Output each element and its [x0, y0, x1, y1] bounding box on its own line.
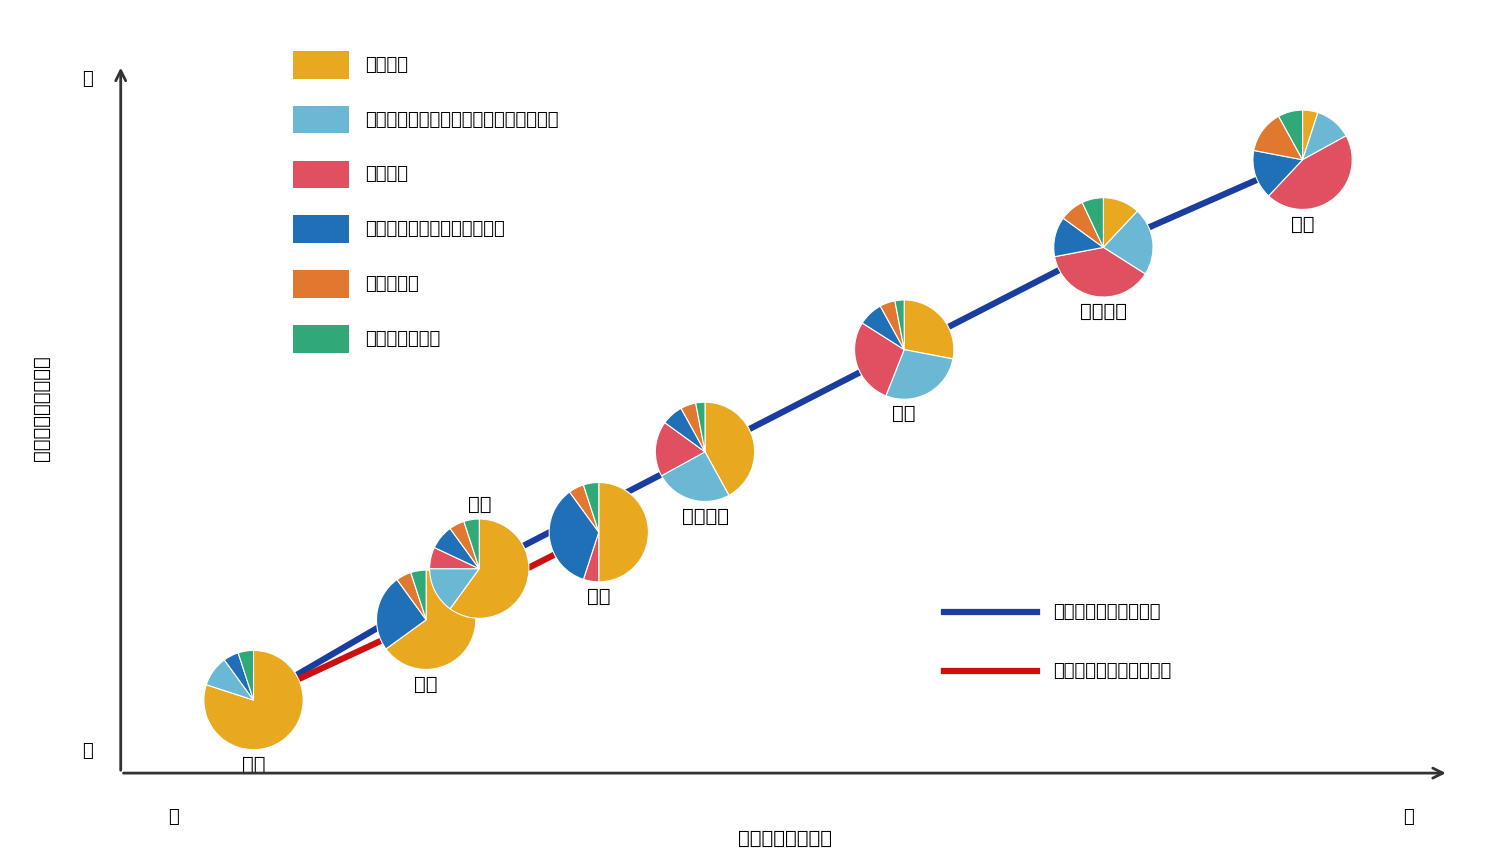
Wedge shape: [1103, 198, 1138, 247]
Wedge shape: [450, 519, 530, 618]
Text: 高: 高: [1403, 808, 1414, 825]
Wedge shape: [655, 423, 705, 476]
FancyBboxPatch shape: [293, 106, 349, 133]
FancyBboxPatch shape: [293, 325, 349, 352]
Text: 低: 低: [169, 808, 180, 825]
Wedge shape: [665, 408, 705, 452]
Wedge shape: [1252, 150, 1302, 196]
Wedge shape: [1103, 211, 1153, 274]
Text: 積極: 積極: [1290, 215, 1314, 234]
Text: やや積極: やや積極: [1080, 302, 1127, 321]
Wedge shape: [862, 306, 904, 350]
FancyBboxPatch shape: [293, 161, 349, 188]
Text: マスター・プログラム: マスター・プログラム: [1053, 604, 1160, 621]
Wedge shape: [1254, 116, 1302, 160]
Text: 国内株式: 国内株式: [365, 56, 407, 74]
Text: 積極: 積極: [587, 587, 611, 606]
Text: 期待されるリターン: 期待されるリターン: [32, 355, 50, 461]
Wedge shape: [854, 323, 904, 396]
Wedge shape: [696, 402, 705, 452]
Wedge shape: [584, 483, 599, 532]
Text: 想定されるリスク: 想定されるリスク: [738, 829, 831, 849]
Wedge shape: [895, 300, 904, 350]
Wedge shape: [1278, 110, 1302, 160]
Wedge shape: [584, 532, 599, 582]
Wedge shape: [880, 301, 904, 350]
Text: 世界リート: 世界リート: [365, 275, 420, 293]
Wedge shape: [430, 547, 480, 569]
Wedge shape: [397, 573, 426, 620]
Wedge shape: [681, 403, 705, 452]
Wedge shape: [886, 350, 954, 399]
Wedge shape: [1055, 247, 1145, 297]
Wedge shape: [386, 570, 475, 669]
Wedge shape: [549, 492, 599, 579]
Wedge shape: [569, 485, 599, 532]
Wedge shape: [1302, 113, 1346, 160]
Text: 外国債券（為替ヘッジなし）: 外国債券（為替ヘッジなし）: [365, 220, 506, 238]
Text: 低: 低: [81, 742, 94, 760]
Wedge shape: [705, 402, 754, 496]
Text: オルタナティブ: オルタナティブ: [365, 330, 441, 348]
Wedge shape: [1302, 110, 1317, 160]
Wedge shape: [1064, 203, 1103, 247]
Wedge shape: [1082, 198, 1103, 247]
FancyBboxPatch shape: [293, 216, 349, 243]
Wedge shape: [904, 300, 954, 359]
FancyBboxPatch shape: [293, 270, 349, 298]
Text: 高: 高: [81, 70, 94, 88]
Wedge shape: [661, 452, 729, 502]
Wedge shape: [1053, 218, 1103, 257]
Wedge shape: [599, 483, 649, 582]
Text: ボンドコア・プログラム: ボンドコア・プログラム: [1053, 662, 1171, 679]
Text: 外国株式: 外国株式: [365, 166, 407, 183]
Wedge shape: [450, 521, 480, 569]
Text: 保守: 保守: [468, 495, 490, 514]
Wedge shape: [430, 569, 480, 609]
Wedge shape: [463, 519, 480, 569]
Wedge shape: [225, 653, 254, 700]
FancyBboxPatch shape: [293, 51, 349, 79]
Wedge shape: [410, 570, 426, 620]
Wedge shape: [238, 650, 254, 700]
Text: 中位: 中位: [892, 405, 916, 423]
Wedge shape: [204, 650, 303, 750]
Text: 国内債券・外国債券（為替ヘッジあり）: 国内債券・外国債券（為替ヘッジあり）: [365, 111, 558, 129]
Wedge shape: [1269, 136, 1352, 210]
Text: 保守: 保守: [241, 755, 266, 774]
Text: やや保守: やや保守: [682, 507, 729, 526]
Wedge shape: [435, 528, 480, 569]
Text: 中位: 中位: [415, 674, 438, 693]
Wedge shape: [207, 660, 254, 700]
Wedge shape: [376, 580, 426, 649]
